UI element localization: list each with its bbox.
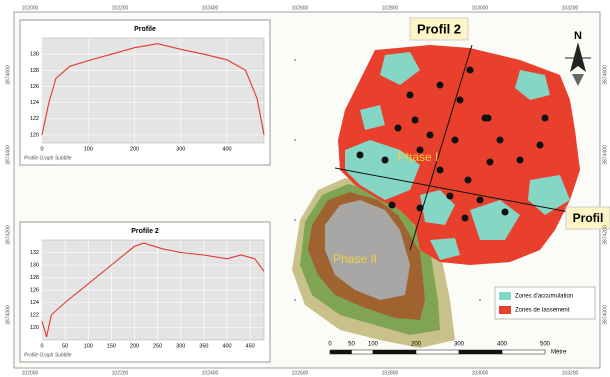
coord-label: 102400 xyxy=(202,5,219,11)
x-tick-label: 250 xyxy=(153,343,162,349)
x-tick-label: 150 xyxy=(107,343,116,349)
scale-segment xyxy=(373,350,416,354)
y-tick-label: 132 xyxy=(30,250,39,256)
plot-area xyxy=(42,38,264,143)
x-tick-label: 200 xyxy=(130,343,139,349)
north-label: N xyxy=(574,30,582,42)
x-tick-label: 50 xyxy=(62,343,68,349)
x-tick-label: 300 xyxy=(176,146,185,152)
chart-title: Profile xyxy=(134,26,156,33)
y-tick-label: 124 xyxy=(30,100,39,106)
coord-label: 103000 xyxy=(472,370,489,376)
scale-segment xyxy=(330,350,352,354)
legend-box xyxy=(495,287,595,319)
x-tick-label: 100 xyxy=(84,146,93,152)
zone-label: Phase I xyxy=(398,150,439,164)
y-tick-label: 128 xyxy=(30,68,39,74)
scale-tick-label: 200 xyxy=(411,342,422,348)
coord-label: 3874600 xyxy=(602,65,608,85)
x-tick-label: 400 xyxy=(222,146,231,152)
y-tick-label: 130 xyxy=(30,52,39,58)
map-view: Profil 2 Profil Phase I Phase II N Zones… xyxy=(0,0,610,377)
scale-unit: Mètre xyxy=(551,350,567,356)
x-tick-label: 400 xyxy=(222,343,231,349)
scale-tick-label: 300 xyxy=(454,342,465,348)
profile-label: Profil 2 xyxy=(417,21,461,36)
y-tick-label: 130 xyxy=(30,262,39,268)
scale-tick-label: 50 xyxy=(348,342,355,348)
coord-label: 3874600 xyxy=(5,65,11,85)
legend-swatch xyxy=(499,292,511,300)
coord-label: 103000 xyxy=(472,5,489,11)
legend: Zones d'accumulation Zones de tassement xyxy=(495,287,595,319)
x-tick-label: 450 xyxy=(246,343,255,349)
scale-tick-label: 100 xyxy=(368,342,379,348)
y-tick-label: 126 xyxy=(30,84,39,90)
y-tick-label: 122 xyxy=(30,312,39,318)
y-tick-label: 120 xyxy=(30,132,39,138)
scale-segment xyxy=(416,350,459,354)
coord-label: 102600 xyxy=(292,5,309,11)
profile-label: Profil xyxy=(573,211,604,225)
coord-label: 102800 xyxy=(382,370,399,376)
y-tick-label: 126 xyxy=(30,287,39,293)
y-tick-label: 124 xyxy=(30,300,39,306)
scale-segment xyxy=(352,350,374,354)
coord-label: 102000 xyxy=(22,370,39,376)
coord-label: 3874000 xyxy=(5,305,11,325)
legend-label: Zones de tassement xyxy=(515,308,570,314)
scale-segment xyxy=(459,350,502,354)
scale-tick-label: 500 xyxy=(540,342,551,348)
coord-label: 3874000 xyxy=(602,305,608,325)
coord-label: 102800 xyxy=(382,5,399,11)
coord-label: 103200 xyxy=(562,370,579,376)
x-tick-label: 200 xyxy=(130,146,139,152)
x-tick-label: 100 xyxy=(84,343,93,349)
chart-subtitle: Profile Graph Subtitle xyxy=(24,352,72,358)
scale-tick-label: 400 xyxy=(497,342,508,348)
y-tick-label: 120 xyxy=(30,325,39,331)
coord-label: 102000 xyxy=(22,5,39,11)
legend-swatch xyxy=(499,306,511,314)
chart-title: Profile 2 xyxy=(131,228,159,235)
x-tick-label: 300 xyxy=(176,343,185,349)
coord-label: 3874200 xyxy=(5,225,11,245)
coord-label: 102200 xyxy=(112,370,129,376)
coord-label: 3874200 xyxy=(602,225,608,245)
scale-segment xyxy=(502,350,545,354)
zone-label: Phase II xyxy=(333,252,377,266)
coord-label: 102600 xyxy=(292,370,309,376)
coord-label: 102200 xyxy=(112,5,129,11)
x-tick-label: 350 xyxy=(199,343,208,349)
coord-label: 3874400 xyxy=(602,145,608,165)
y-tick-label: 122 xyxy=(30,116,39,122)
x-tick-label: 0 xyxy=(40,343,43,349)
x-tick-label: 0 xyxy=(40,146,43,152)
chart-subtitle: Profile Graph Subtitle xyxy=(24,155,72,161)
coord-label: 3874400 xyxy=(5,145,11,165)
coord-label: 103200 xyxy=(562,5,579,11)
coord-label: 102400 xyxy=(202,370,219,376)
legend-label: Zones d'accumulation xyxy=(515,294,573,300)
y-tick-label: 128 xyxy=(30,275,39,281)
